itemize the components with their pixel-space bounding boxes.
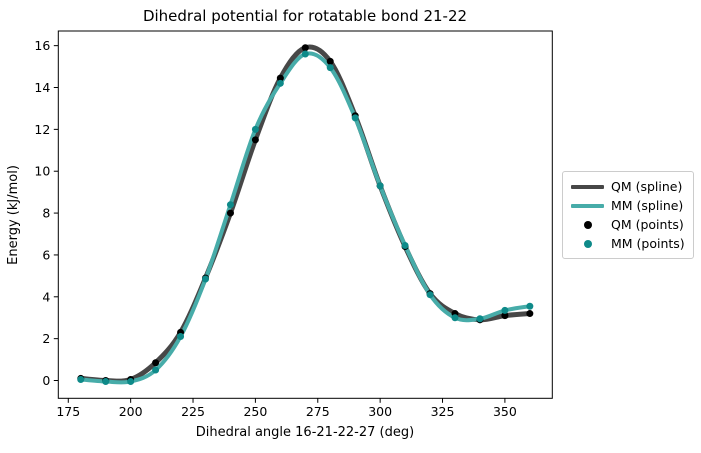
data-point [401, 242, 409, 250]
mm-spline-swatch-icon [571, 199, 604, 213]
data-point [226, 209, 234, 217]
data-point [326, 57, 334, 65]
legend: QM (spline) MM (spline) QM (points) MM (… [562, 171, 694, 259]
data-point [152, 359, 160, 367]
x-tick-label: 275 [306, 404, 330, 419]
qm-points-marker-icon [571, 218, 604, 232]
legend-label: QM (spline) [611, 179, 683, 194]
data-point [451, 314, 459, 322]
data-point [326, 64, 334, 72]
data-point [426, 291, 434, 299]
y-tick-label: 2 [42, 331, 50, 346]
legend-label: QM (points) [611, 217, 684, 232]
data-point [202, 275, 210, 283]
data-point [102, 378, 110, 386]
mm-points-marker-icon [571, 237, 604, 251]
data-point [351, 114, 359, 122]
data-point [251, 125, 259, 133]
data-point [301, 50, 309, 58]
y-tick-label: 10 [34, 164, 50, 179]
data-point [276, 74, 284, 82]
curve-qm-spline [78, 44, 533, 384]
axes-layer: 175 200 225 250 275 300 325 350 0 2 4 6 8 10 12 14 16 [34, 30, 553, 419]
y-tick-label: 14 [34, 80, 50, 95]
y-tick-label: 0 [42, 373, 50, 388]
data-point [501, 312, 509, 320]
legend-label: MM (spline) [611, 198, 684, 213]
chart-title: Dihedral potential for rotatable bond 21… [143, 7, 467, 25]
x-tick-label: 300 [368, 404, 392, 419]
legend-label: MM (points) [611, 236, 685, 251]
y-axis-label: Energy (kJ/mol) [6, 165, 21, 265]
data-point [251, 136, 259, 144]
x-tick-label: 200 [119, 404, 143, 419]
data-point [526, 302, 534, 310]
y-tick-label: 12 [34, 122, 50, 137]
data-point [526, 310, 534, 318]
data-point [127, 378, 135, 386]
curve-mm-spline [78, 51, 532, 385]
x-tick-label: 350 [493, 404, 517, 419]
data-point [152, 366, 160, 374]
y-tick-label: 16 [34, 38, 50, 53]
data-point [301, 44, 309, 52]
data-point [226, 201, 234, 209]
plot-spines [57, 30, 553, 399]
x-tick-label: 325 [431, 404, 455, 419]
legend-item-mm-points: MM (points) [571, 234, 693, 253]
markers-qm-points [77, 44, 534, 385]
y-tick-label: 8 [42, 206, 50, 221]
data-point [77, 375, 85, 383]
x-tick-label: 250 [243, 404, 267, 419]
qm-spline-swatch-icon [571, 180, 604, 194]
legend-item-qm-spline: QM (spline) [571, 177, 693, 196]
x-tick-label: 175 [56, 404, 80, 419]
markers-mm-points [77, 50, 534, 386]
y-tick-label: 6 [42, 247, 50, 262]
data-point [177, 333, 185, 341]
data-point [476, 315, 484, 323]
x-axis-label: Dihedral angle 16-21-22-27 (deg) [196, 425, 414, 440]
legend-item-qm-points: QM (points) [571, 215, 693, 234]
legend-item-mm-spline: MM (spline) [571, 196, 693, 215]
data-point [376, 182, 384, 190]
data-point [276, 79, 284, 87]
x-tick-label: 225 [181, 404, 205, 419]
data-point [501, 306, 509, 314]
series-layer [77, 44, 534, 386]
y-tick-label: 4 [42, 289, 50, 304]
